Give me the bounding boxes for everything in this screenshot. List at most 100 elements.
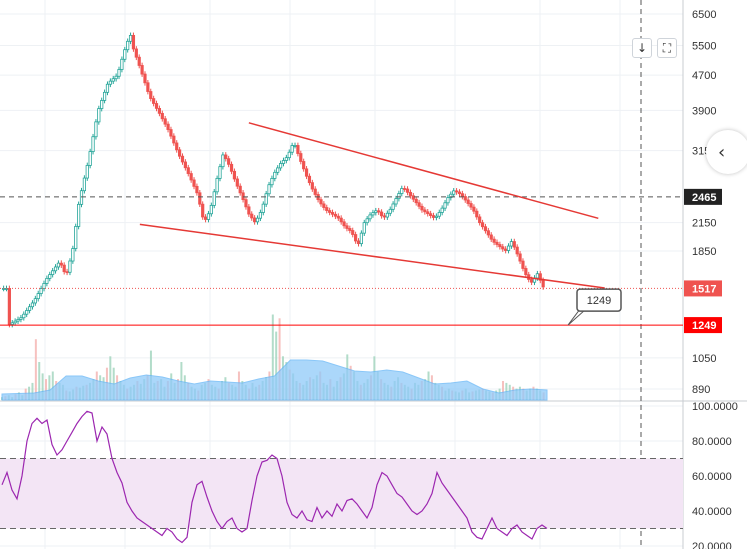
candle xyxy=(336,215,340,219)
rsi-pane xyxy=(1,410,548,544)
volume-bar xyxy=(278,318,281,400)
candle xyxy=(180,155,185,163)
candle xyxy=(348,228,352,231)
rsi-tick-label: 60.0000 xyxy=(692,471,732,483)
candle xyxy=(134,48,138,58)
candle xyxy=(238,185,242,194)
candle xyxy=(276,167,280,173)
candle xyxy=(30,302,35,308)
candle xyxy=(330,212,335,215)
candle xyxy=(137,56,141,66)
fullscreen-button[interactable]: ⛶ xyxy=(657,38,677,58)
candle xyxy=(100,100,104,109)
candle xyxy=(22,313,26,319)
candle xyxy=(486,230,490,236)
candle xyxy=(472,206,476,212)
candle xyxy=(91,136,95,152)
candle xyxy=(62,264,66,273)
candle xyxy=(178,149,182,157)
candle xyxy=(117,69,121,77)
volume-bar xyxy=(501,381,504,400)
price-tag-box xyxy=(684,188,722,205)
candle xyxy=(120,58,124,70)
candle xyxy=(359,232,363,245)
candle xyxy=(48,274,52,279)
volume-bar xyxy=(180,362,183,400)
price-tick-label: 6500 xyxy=(692,9,716,21)
price-tick-label: 3900 xyxy=(692,105,716,117)
candle xyxy=(524,268,528,276)
candle xyxy=(530,279,534,283)
candle xyxy=(377,210,381,213)
candle xyxy=(541,279,545,288)
volume-bar xyxy=(109,356,112,400)
candle xyxy=(183,161,187,169)
candle xyxy=(149,91,153,99)
candle xyxy=(385,212,389,218)
candle xyxy=(518,253,522,262)
price-tag-label: 1249 xyxy=(692,320,716,332)
candle xyxy=(258,212,262,219)
candle xyxy=(71,248,75,262)
candle xyxy=(304,168,309,177)
candle xyxy=(157,107,162,114)
candle xyxy=(227,158,231,165)
candle xyxy=(443,202,447,209)
chevron-left-icon: ‹ xyxy=(718,141,726,163)
candle xyxy=(356,240,361,245)
candle xyxy=(201,203,205,218)
candle xyxy=(495,241,499,245)
candle xyxy=(498,244,502,248)
candle xyxy=(88,151,92,166)
candle xyxy=(82,177,86,192)
candle xyxy=(56,262,61,268)
candle xyxy=(293,145,297,147)
candle xyxy=(411,195,415,200)
candle xyxy=(429,213,433,216)
candle xyxy=(354,234,358,242)
rsi-line xyxy=(1,410,548,544)
callout-label: 1249 xyxy=(587,295,611,307)
callout-box xyxy=(576,288,622,312)
candle xyxy=(501,246,505,250)
candle xyxy=(175,142,179,151)
rsi-band xyxy=(0,458,683,529)
candle xyxy=(154,103,159,109)
candle xyxy=(290,145,294,153)
candle xyxy=(189,173,193,181)
candle xyxy=(284,157,288,161)
candle xyxy=(480,222,485,228)
candle xyxy=(79,190,84,205)
price-tick-label: 1850 xyxy=(692,246,716,258)
candle xyxy=(515,246,519,255)
candle xyxy=(446,197,450,204)
candle xyxy=(172,135,176,144)
volume-bar xyxy=(271,314,274,400)
candle xyxy=(105,83,110,93)
candle xyxy=(68,260,72,273)
candle xyxy=(250,213,254,219)
candle xyxy=(74,226,78,249)
candle xyxy=(339,217,343,223)
candle xyxy=(261,203,265,213)
candle xyxy=(206,213,211,220)
side-panel-toggle[interactable]: ‹ xyxy=(706,130,747,174)
scroll-down-button[interactable]: ↓ xyxy=(632,38,652,58)
candle xyxy=(97,108,101,123)
trendlines[interactable]: 1249 xyxy=(139,122,622,326)
candle xyxy=(166,123,170,130)
rsi-tick-label: 100.0000 xyxy=(692,401,738,413)
candle xyxy=(521,260,525,269)
candle xyxy=(452,190,456,195)
candle xyxy=(10,322,14,325)
candle xyxy=(351,230,355,235)
volume-bar xyxy=(45,379,48,400)
candle xyxy=(431,215,436,218)
candle xyxy=(506,245,511,251)
candle xyxy=(33,298,37,304)
volume-bar xyxy=(275,331,278,400)
candle xyxy=(123,49,127,60)
candle xyxy=(382,215,387,218)
candle xyxy=(345,225,349,229)
